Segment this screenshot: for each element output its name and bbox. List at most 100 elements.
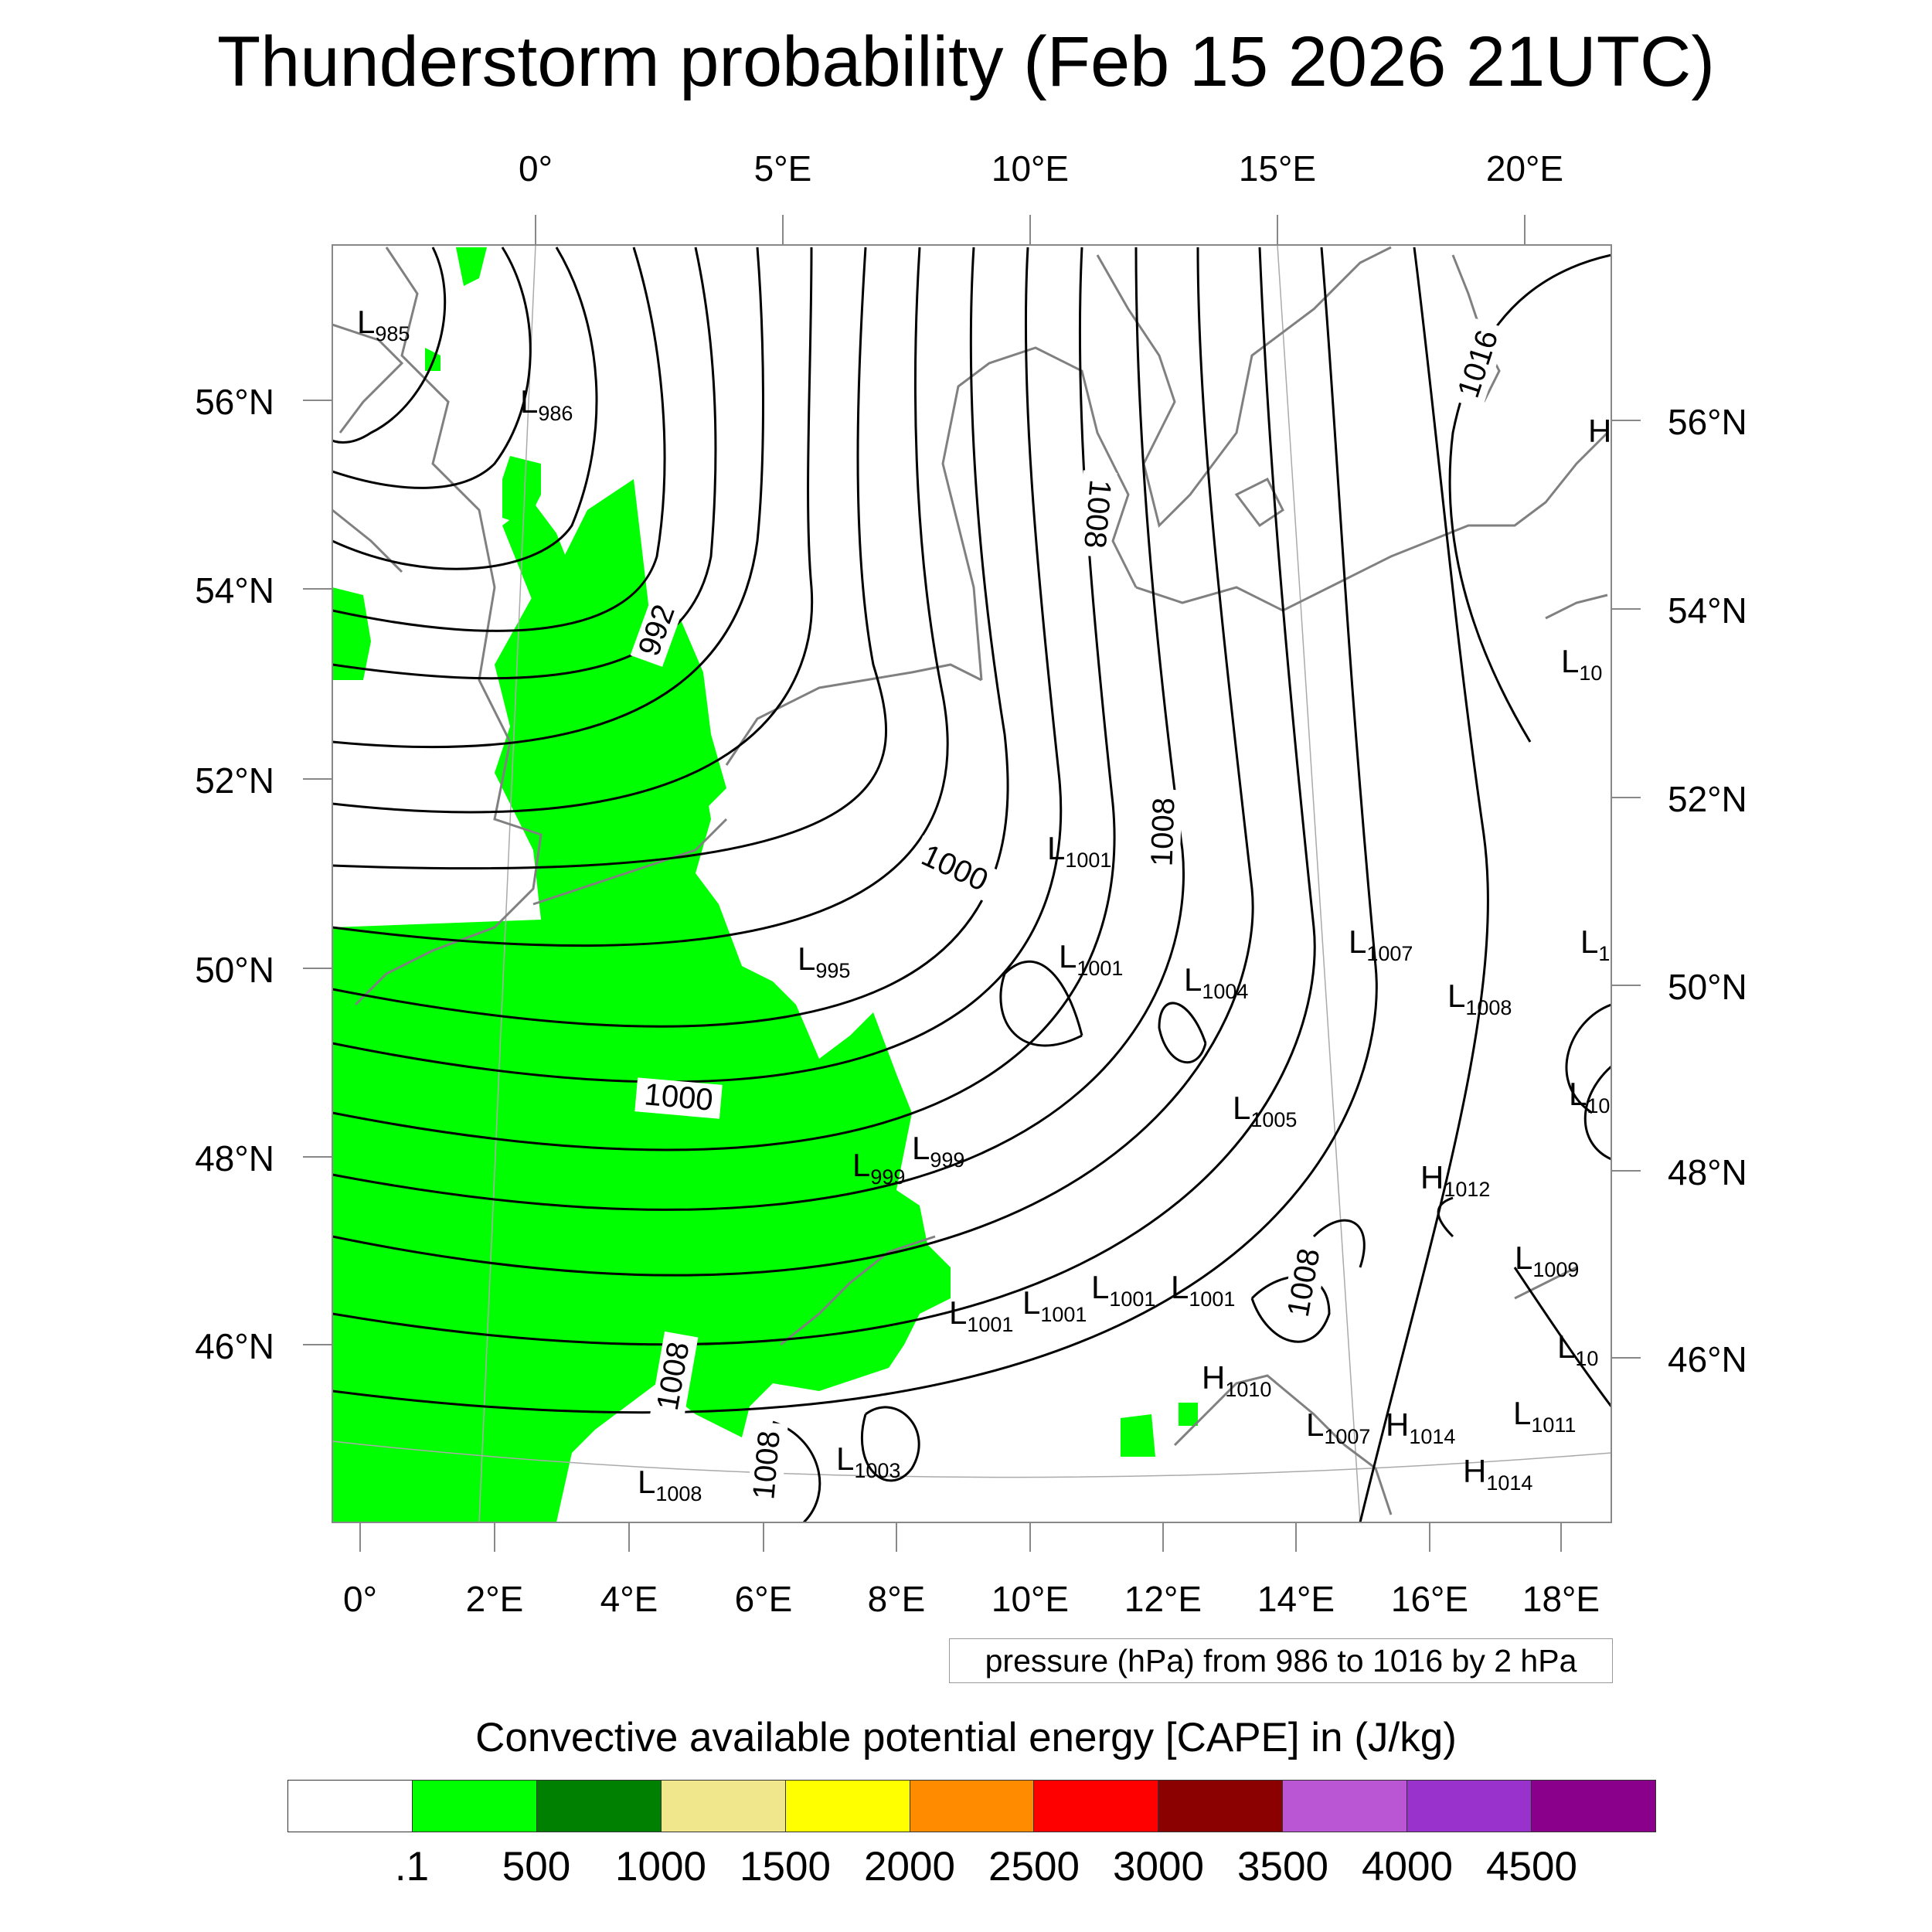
- isobars: [332, 247, 1611, 1522]
- left-lat-label: 46°N: [195, 1326, 274, 1366]
- pressure-center-label: H: [1588, 413, 1611, 449]
- pressure-center-label: L1004: [1184, 961, 1248, 1003]
- cape-tick-labels: .1 500 1000 1500 2000 2500 3000 3500 400…: [0, 1843, 1932, 1897]
- cape-area-scot: [456, 247, 487, 286]
- right-lat-label: 52°N: [1668, 779, 1747, 819]
- left-lat-label: 54°N: [195, 570, 274, 611]
- top-lon-label: 20°E: [1486, 148, 1563, 189]
- cape-legend-title: Convective available potential energy [C…: [475, 1715, 1457, 1760]
- pressure-center-label: L1007: [1349, 923, 1413, 965]
- pressure-center-label: H1012: [1420, 1159, 1490, 1201]
- cape-tick-label: 3500: [1237, 1844, 1328, 1889]
- cape-tick-label: 4000: [1362, 1844, 1453, 1889]
- cape-area-se2: [1179, 1403, 1198, 1426]
- cape-color-box: [412, 1781, 537, 1832]
- bottom-lon-label: 2°E: [466, 1579, 524, 1619]
- pressure-center-label: L1001: [1022, 1284, 1087, 1326]
- pressure-center-label: L10: [1557, 1328, 1598, 1370]
- cape-color-box: [536, 1781, 662, 1832]
- page-title: Thunderstorm probability (Feb 15 2026 21…: [216, 22, 1716, 101]
- pressure-center-label: L1003: [836, 1440, 900, 1482]
- pressure-center-label: L10: [1561, 643, 1602, 685]
- cape-color-box: [1158, 1781, 1284, 1832]
- pressure-center-label: L1009: [1515, 1240, 1579, 1281]
- pressure-center-label: L1008: [638, 1464, 702, 1505]
- map-frame: [332, 244, 1612, 1523]
- bottom-lon-label: 16°E: [1391, 1579, 1468, 1619]
- cape-tick-label: 2500: [988, 1844, 1080, 1889]
- right-lat-label: 56°N: [1668, 402, 1747, 442]
- top-lon-label: 10°E: [992, 148, 1069, 189]
- cape-color-box: [1532, 1781, 1655, 1832]
- contour-label: 1000: [643, 1077, 714, 1117]
- bottom-lon-label: 18°E: [1522, 1579, 1600, 1619]
- pressure-center-label: L1007: [1306, 1406, 1370, 1448]
- contour-label: 1000: [917, 838, 993, 897]
- right-lat-label: 54°N: [1668, 590, 1747, 631]
- bottom-lon-label: 14°E: [1257, 1579, 1335, 1619]
- pressure-center-label: H1010: [1202, 1359, 1271, 1401]
- pressure-center-label: L1001: [949, 1294, 1013, 1336]
- pressure-center-label: L986: [520, 383, 573, 425]
- axis-labels: 0° 5°E 10°E 15°E 20°E 0° 2°E 4°E 6°E 8°E…: [195, 148, 1747, 1619]
- pressure-center-label: L1: [1580, 923, 1610, 965]
- cape-tick-label: 1500: [740, 1844, 831, 1889]
- contour-label: 1008: [747, 1430, 787, 1501]
- bottom-lon-label: 8°E: [868, 1579, 926, 1619]
- bottom-lon-label: 10°E: [992, 1579, 1069, 1619]
- contour-label: 1008: [1281, 1246, 1327, 1319]
- cape-tick-label: 4500: [1486, 1844, 1577, 1889]
- coastlines: [332, 246, 1609, 1515]
- left-lat-label: 56°N: [195, 382, 274, 422]
- cape-color-box: [288, 1781, 413, 1832]
- cape-tick-label: 1000: [615, 1844, 706, 1889]
- left-lat-label: 50°N: [195, 950, 274, 990]
- cape-color-box: [910, 1781, 1035, 1832]
- cape-area-uk: [502, 456, 541, 526]
- pressure-centers: L985 L986 L995 L1001 L1001 L1004 L1007 L…: [357, 304, 1611, 1505]
- bottom-lon-label: 0°: [343, 1579, 377, 1619]
- contour-labels: 992 1000 1000 1008 1008 1008 1008 1008: [630, 318, 1509, 1509]
- bottom-lon-label: 12°E: [1124, 1579, 1202, 1619]
- cape-tick-label: 500: [502, 1844, 571, 1889]
- pressure-center-label: L1011: [1513, 1395, 1576, 1437]
- pressure-center-label: H1014: [1386, 1406, 1455, 1448]
- cape-color-box: [661, 1781, 786, 1832]
- cape-area-west: [332, 587, 371, 680]
- cape-color-box: [785, 1781, 910, 1832]
- pressure-center-label: L1005: [1233, 1090, 1297, 1131]
- right-lat-label: 50°N: [1668, 967, 1747, 1007]
- pressure-center-label: L1001: [1059, 938, 1123, 980]
- cape-tick-label: 3000: [1113, 1844, 1204, 1889]
- pressure-center-label: L999: [912, 1130, 964, 1172]
- contour-label: 1008: [1145, 797, 1181, 866]
- pressure-center-label: H1014: [1463, 1453, 1532, 1495]
- cape-color-bar: [287, 1780, 1656, 1832]
- tick-marks: [303, 215, 1641, 1552]
- contour-label: 1008: [1077, 478, 1117, 549]
- right-lat-label: 46°N: [1668, 1339, 1747, 1379]
- pressure-center-label: L1001: [1047, 830, 1111, 872]
- pressure-center-label: L985: [357, 304, 410, 345]
- top-lon-label: 0°: [519, 148, 553, 189]
- pressure-center-label: L1001: [1171, 1269, 1235, 1311]
- pressure-center-label: L995: [798, 940, 850, 982]
- bottom-lon-label: 4°E: [600, 1579, 658, 1619]
- left-lat-label: 48°N: [195, 1138, 274, 1179]
- pressure-center-label: L999: [852, 1147, 905, 1189]
- cape-tick-label: 2000: [864, 1844, 955, 1889]
- pressure-center-label: L1008: [1447, 978, 1512, 1019]
- left-lat-label: 52°N: [195, 760, 274, 801]
- cape-area-se1: [1121, 1414, 1155, 1457]
- cape-color-box: [1034, 1781, 1159, 1832]
- pressure-center-label: L10: [1569, 1076, 1610, 1117]
- graticule: [332, 245, 1611, 1522]
- bottom-lon-label: 6°E: [735, 1579, 793, 1619]
- cape-tick-label: .1: [394, 1844, 430, 1889]
- cape-color-box: [1407, 1781, 1532, 1832]
- top-lon-label: 5°E: [754, 148, 812, 189]
- right-lat-label: 48°N: [1668, 1152, 1747, 1192]
- cape-color-box: [1283, 1781, 1408, 1832]
- top-lon-label: 15°E: [1239, 148, 1316, 189]
